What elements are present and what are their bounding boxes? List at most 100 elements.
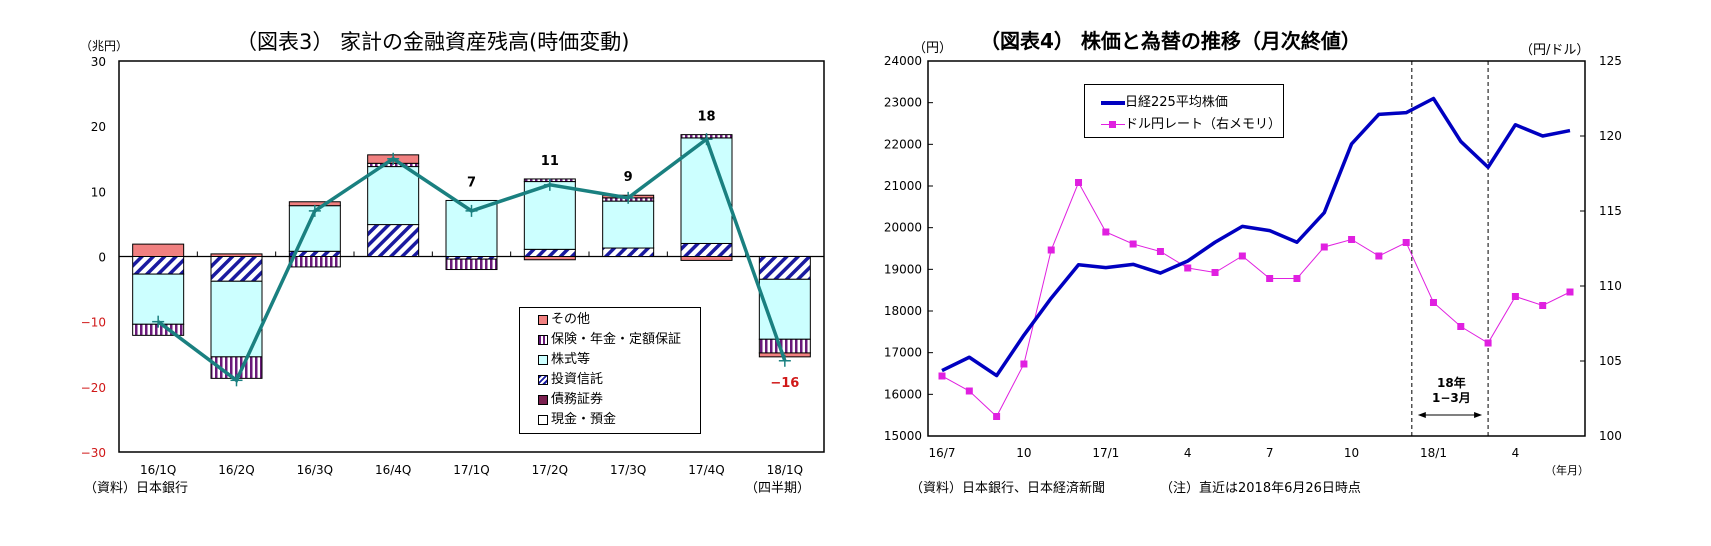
usdjpy-marker xyxy=(1075,179,1083,186)
data-label: 9 xyxy=(624,170,633,185)
nikkei-line xyxy=(941,96,1571,378)
legend-item-usdjpy: ドル円レート（右メモリ） xyxy=(1101,113,1281,132)
bar-segment xyxy=(758,338,811,354)
legend-item: 投資信託 xyxy=(538,370,700,390)
right-y-unit-left: （円） xyxy=(913,41,953,56)
nikkei-line-icon xyxy=(1101,100,1125,105)
left-chart: −30 −20 −10 0 10 20 30 16/1Q 16/2Q 16/3Q 16/4Q 17/1… xyxy=(0,0,850,546)
usdjpy-marker xyxy=(1511,293,1519,300)
bar-segment xyxy=(210,256,263,282)
right-x-tick: 18/1 xyxy=(1420,446,1447,460)
left-y-tick: −30 xyxy=(81,446,106,460)
right-legend: 日経225平均株価 ドル円レート（右メモリ） xyxy=(1084,84,1284,138)
data-label: −16 xyxy=(770,376,799,391)
bar-segment xyxy=(132,243,185,257)
right-y-tick-right: 115 xyxy=(1599,204,1622,218)
right-y-tick-left: 22000 xyxy=(884,137,922,151)
usdjpy-marker xyxy=(938,372,946,380)
right-y-tick-right: 105 xyxy=(1599,354,1622,368)
right-x-tick: 7 xyxy=(1266,446,1274,460)
left-y-tick: 30 xyxy=(91,55,106,69)
left-chart-title: （図表3） 家計の金融資産残高(時価変動) xyxy=(236,30,630,54)
left-x-unit: （四半期） xyxy=(745,481,811,496)
usdjpy-marker xyxy=(1020,360,1028,368)
left-x-tick: 17/4Q xyxy=(688,463,724,477)
right-chart-title: （図表4） 株価と為替の推移（月次終値） xyxy=(980,29,1361,53)
right-y-tick-left: 16000 xyxy=(884,387,922,401)
data-label: 18 xyxy=(697,110,715,125)
left-x-tick: 16/1Q xyxy=(140,463,176,477)
right-y-tick-right: 110 xyxy=(1599,279,1622,293)
usdjpy-marker xyxy=(1429,299,1437,306)
legend-swatch-icon xyxy=(538,314,548,325)
legend-item: 現金・預金 xyxy=(538,410,700,430)
right-x-tick: 10 xyxy=(1344,446,1359,460)
bar-segment xyxy=(445,258,498,271)
usdjpy-marker xyxy=(1238,252,1246,260)
right-y-tick-left: 19000 xyxy=(884,262,922,276)
data-label: 7 xyxy=(467,175,476,190)
usdjpy-marker xyxy=(1375,252,1383,260)
bar-segment xyxy=(210,253,263,257)
right-y-tick-left: 20000 xyxy=(884,221,922,235)
legend-swatch-icon xyxy=(538,334,548,345)
bar-segment xyxy=(680,242,733,257)
right-x-unit: （年月） xyxy=(1545,464,1589,477)
right-y-tick-right: 125 xyxy=(1599,54,1622,68)
legend-swatch-icon xyxy=(538,414,548,425)
left-x-tick: 16/2Q xyxy=(218,463,254,477)
left-x-tick: 16/3Q xyxy=(297,463,333,477)
right-y-tick-right: 100 xyxy=(1599,429,1622,443)
left-x-tick: 17/3Q xyxy=(610,463,646,477)
right-y-tick-right: 120 xyxy=(1599,129,1622,143)
usdjpy-marker xyxy=(1484,339,1492,347)
usdjpy-marker xyxy=(1348,236,1356,243)
span-annotation-year: 18年 xyxy=(1437,376,1466,390)
legend-swatch-icon xyxy=(538,394,548,405)
right-source: （資料）日本銀行、日本経済新聞 xyxy=(910,481,1106,496)
left-y-unit: （兆円） xyxy=(80,39,129,53)
legend-swatch-icon xyxy=(538,374,548,385)
right-y-tick-left: 21000 xyxy=(884,179,922,193)
usdjpy-marker xyxy=(1402,239,1410,246)
right-x-tick: 4 xyxy=(1184,446,1192,460)
span-annotation-months: 1−3月 xyxy=(1432,391,1471,405)
right-x-tick: 17/1 xyxy=(1092,446,1119,460)
legend-item: その他 xyxy=(538,310,700,330)
bar-segment xyxy=(210,280,263,358)
bar-segment xyxy=(523,181,576,250)
usdjpy-marker xyxy=(1566,288,1574,296)
left-x-tick: 18/1Q xyxy=(767,463,803,477)
right-x-tick: 16/7 xyxy=(929,446,956,460)
right-x-tick: 10 xyxy=(1016,446,1031,460)
usdjpy-marker xyxy=(1047,246,1055,254)
usdjpy-marker xyxy=(1184,264,1192,272)
bar-segment xyxy=(288,256,341,268)
right-y-tick-left: 23000 xyxy=(884,96,922,110)
left-y-tick: 20 xyxy=(91,120,106,134)
usdjpy-marker xyxy=(1539,302,1547,309)
left-chart-canvas: −30 −20 −10 0 10 20 30 16/1Q 16/2Q 16/3Q 16/4Q 17/1… xyxy=(81,55,825,477)
legend-item-nikkei: 日経225平均株価 xyxy=(1101,91,1228,110)
left-source: （資料）日本銀行 xyxy=(84,481,189,496)
left-y-tick: −20 xyxy=(81,381,106,395)
bar-segment xyxy=(367,166,420,226)
bar-segment xyxy=(523,248,576,257)
usdjpy-line xyxy=(941,181,1571,418)
usdjpy-marker-icon xyxy=(1101,120,1125,129)
bar-segment xyxy=(367,224,420,257)
usdjpy-marker xyxy=(1156,248,1164,255)
usdjpy-marker xyxy=(1211,269,1219,276)
usdjpy-marker xyxy=(1457,323,1465,330)
left-x-tick: 17/2Q xyxy=(532,463,568,477)
bar-segment xyxy=(602,200,655,249)
legend-item: 株式等 xyxy=(538,350,700,370)
right-plot-area xyxy=(927,60,1586,437)
bar-segment xyxy=(680,256,733,261)
usdjpy-marker xyxy=(965,387,973,395)
legend-item: 保険・年金・定額保証 xyxy=(538,330,700,350)
data-label: 11 xyxy=(541,154,559,169)
usdjpy-marker xyxy=(1129,240,1137,248)
bar-segment xyxy=(758,256,811,280)
right-y-tick-left: 15000 xyxy=(884,429,922,443)
